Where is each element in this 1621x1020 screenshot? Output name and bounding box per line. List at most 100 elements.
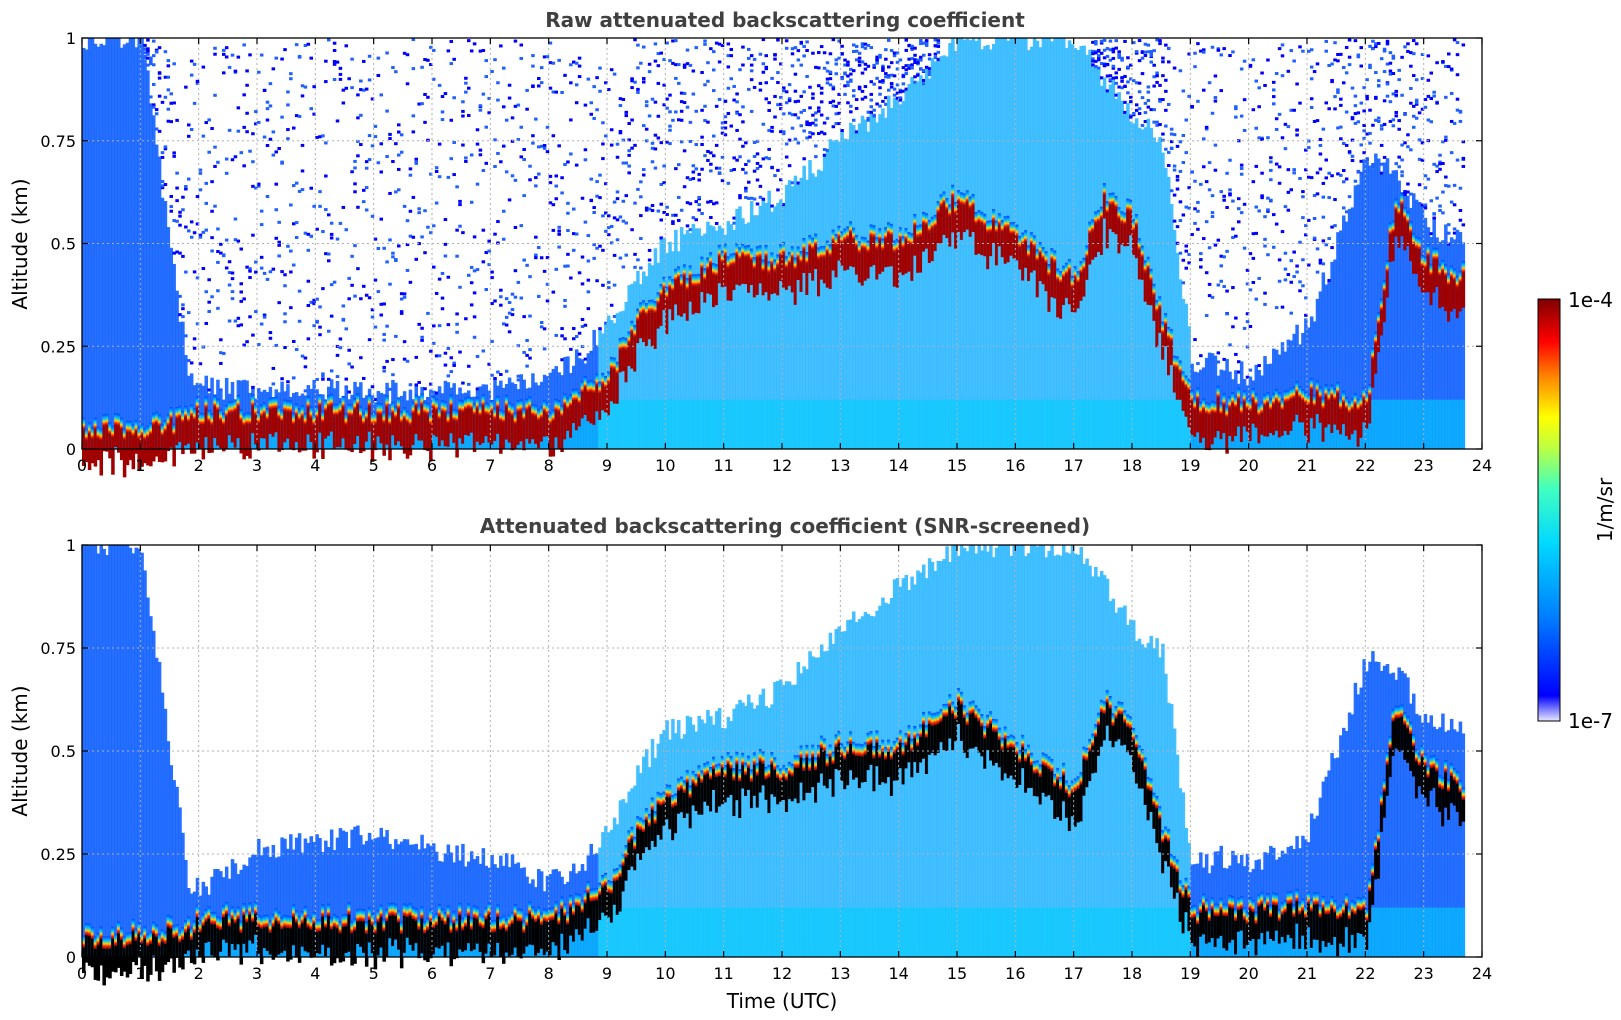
heatmap-strong-layer (747, 257, 751, 293)
heatmap-near-surface (1152, 399, 1156, 449)
heatmap-layer-edge (834, 234, 839, 247)
noise-speckle (420, 65, 424, 69)
noise-speckle (379, 217, 384, 221)
heatmap-layer-edge (213, 912, 217, 925)
noise-speckle (863, 42, 868, 46)
heatmap-near-surface (1134, 399, 1139, 449)
heatmap-layer-edge (1257, 404, 1261, 417)
heatmap-layer-edge (140, 931, 144, 944)
noise-speckle (1187, 252, 1191, 256)
heatmap-strong-layer (487, 415, 491, 443)
noise-speckle (1263, 302, 1267, 306)
heatmap-near-surface (595, 399, 599, 449)
noise-speckle (306, 337, 311, 341)
noise-speckle (1362, 129, 1366, 133)
noise-speckle (370, 385, 375, 389)
heatmap-layer-edge (1169, 329, 1174, 342)
heatmap-layer-edge (1263, 394, 1267, 407)
heatmap-layer-edge (175, 924, 179, 937)
noise-speckle (1242, 98, 1247, 102)
noise-speckle (478, 49, 483, 53)
noise-speckle (714, 104, 719, 108)
noise-speckle (694, 46, 699, 50)
heatmap-layer-edge (452, 408, 456, 422)
noise-speckle (239, 282, 244, 286)
heatmap-layer-edge (184, 920, 188, 933)
heatmap-layer-edge (1196, 387, 1200, 400)
heatmap-strong-layer (373, 424, 378, 451)
noise-speckle (615, 197, 620, 201)
heatmap-column (286, 848, 290, 957)
noise-speckle (557, 229, 561, 233)
noise-speckle (1161, 56, 1165, 60)
heatmap-layer-edge (338, 401, 343, 414)
heatmap-strong-layer (184, 418, 188, 446)
noise-speckle (1263, 244, 1267, 248)
heatmap-near-surface (910, 399, 914, 449)
noise-speckle (758, 81, 763, 85)
noise-speckle (784, 101, 789, 105)
heatmap-column (1350, 207, 1355, 449)
heatmap-layer-edge (997, 213, 1002, 226)
noise-speckle (367, 134, 372, 138)
noise-speckle (1190, 105, 1194, 109)
noise-speckle (770, 125, 774, 129)
noise-speckle (615, 155, 620, 159)
heatmap-column (1137, 127, 1142, 450)
heatmap-strong-layer (105, 426, 109, 452)
heatmap-strong-layer (143, 440, 147, 464)
heatmap-layer-edge (289, 400, 293, 413)
noise-speckle (1134, 81, 1139, 85)
noise-speckle (259, 255, 264, 259)
noise-speckle (1184, 249, 1189, 253)
heatmap-near-surface (712, 399, 716, 449)
noise-speckle (1274, 127, 1279, 131)
heatmap-strong-layer (1274, 401, 1279, 431)
heatmap-strong-layer (1254, 405, 1259, 428)
heatmap-strong-layer (860, 249, 865, 286)
noise-speckle (852, 89, 856, 93)
noise-speckle (207, 300, 211, 304)
noise-speckle (300, 143, 305, 147)
noise-speckle (714, 41, 719, 45)
noise-speckle (732, 156, 736, 160)
noise-speckle (1111, 50, 1116, 54)
noise-speckle (152, 103, 156, 107)
heatmap-layer-edge (178, 930, 182, 943)
noise-speckle (175, 118, 179, 122)
heatmap-strong-layer (131, 931, 136, 963)
heatmap-strong-layer (1374, 344, 1378, 374)
heatmap-layer-edge (467, 396, 471, 409)
noise-speckle (1120, 56, 1124, 60)
heatmap-strong-layer (930, 229, 935, 262)
heatmap-layer-edge (187, 410, 191, 423)
noise-speckle (1382, 122, 1387, 126)
heatmap-strong-layer (1336, 394, 1340, 430)
noise-speckle (1178, 251, 1183, 255)
heatmap-column (1073, 48, 1078, 449)
noise-speckle (694, 200, 699, 204)
heatmap-strong-layer (1461, 273, 1466, 308)
noise-speckle (329, 236, 334, 240)
noise-speckle (1129, 95, 1133, 99)
heatmap-column (959, 38, 964, 449)
noise-speckle (166, 75, 171, 79)
heatmap-strong-layer (1114, 208, 1119, 235)
noise-speckle (347, 362, 351, 366)
noise-speckle (1155, 123, 1159, 127)
heatmap-strong-layer (364, 933, 369, 967)
noise-speckle (677, 163, 681, 167)
noise-speckle (831, 104, 836, 108)
heatmap-strong-layer (222, 917, 226, 940)
noise-speckle (887, 75, 891, 79)
noise-speckle (534, 256, 538, 260)
heatmap-strong-layer (411, 414, 416, 446)
heatmap-strong-layer (175, 419, 179, 446)
noise-speckle (1286, 190, 1291, 194)
noise-speckle (367, 78, 372, 82)
noise-speckle (1187, 94, 1191, 98)
noise-speckle (472, 335, 477, 339)
noise-speckle (1239, 167, 1244, 171)
heatmap-strong-layer (99, 440, 104, 476)
noise-speckle (426, 225, 430, 229)
